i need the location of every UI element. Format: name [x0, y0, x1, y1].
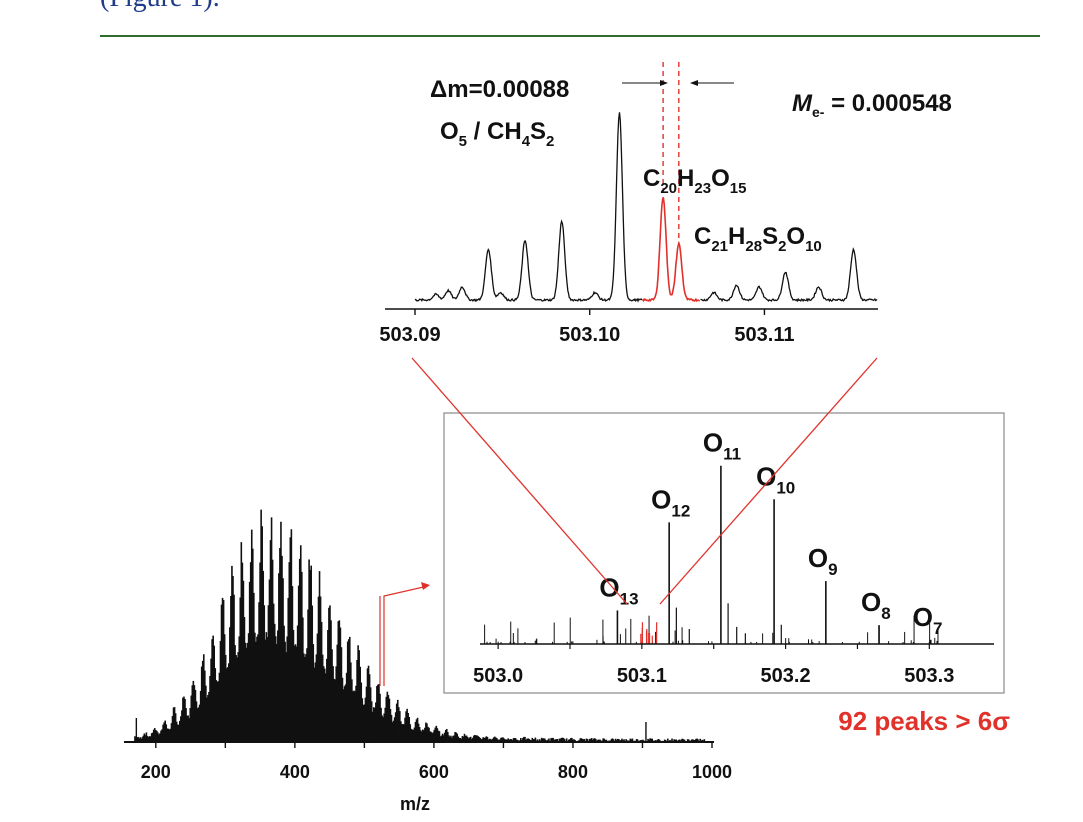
- full-x-axis-label: m/z: [400, 794, 430, 814]
- mid-peak-label: O12: [651, 484, 690, 520]
- full-tick-label: 1000: [692, 762, 732, 782]
- delta-arrowhead-right-icon: [690, 80, 698, 86]
- delta-arrowhead-left-icon: [660, 80, 668, 86]
- top-x-ticks: 503.09 503.10 503.11: [379, 309, 794, 346]
- full-tick-label: 600: [419, 762, 449, 782]
- mid-tick-label: 503.0: [473, 665, 523, 687]
- body-text-fragment: (Figure 1).: [100, 0, 220, 14]
- arrow-head-icon: [421, 582, 430, 590]
- zoom-arrow: [379, 582, 430, 686]
- zoom-connectors: [411, 357, 878, 605]
- mid-peak-label: O8: [861, 587, 891, 623]
- top-zoom-panel: 503.09 503.10 503.11 Δm=0.00088 O5 / CH4S2…: [379, 62, 952, 346]
- mid-peak-label: O7: [913, 602, 943, 638]
- mid-peak-label: O10: [756, 461, 795, 497]
- page-top: (Figure 1).: [0, 0, 1083, 40]
- top-tick-label: 503.11: [734, 324, 794, 346]
- delta-ratio-label: O5 / CH4S2: [440, 118, 554, 150]
- top-highlight-trace: [641, 197, 701, 303]
- peaks-count-annotation: 92 peaks > 6σ: [838, 706, 1010, 736]
- full-spectrum: 200 400 600 800 1000 m/z: [124, 509, 732, 814]
- mid-peak-label: O13: [599, 572, 638, 608]
- peak1-formula: C20H23O15: [643, 165, 746, 197]
- mid-tick-label: 503.2: [761, 665, 811, 687]
- mid-tick-label: 503.1: [617, 665, 667, 687]
- delta-arrows: [622, 80, 734, 86]
- mid-panel-frame: [443, 412, 1005, 694]
- mid-x-ticks: 503.0 503.1 503.2 503.3: [473, 644, 954, 687]
- zoom-arrow-path: [379, 585, 429, 686]
- mid-peaks: [484, 465, 939, 644]
- full-tick-label: 400: [280, 762, 310, 782]
- full-x-ticks: 200 400 600 800 1000: [141, 742, 732, 782]
- mid-peak-label: O11: [703, 428, 741, 464]
- section-rule: [100, 35, 1040, 37]
- top-tick-label: 503.09: [379, 324, 440, 346]
- right-connector: [659, 357, 878, 605]
- mid-tick-label: 503.3: [904, 665, 954, 687]
- full-spectrum-peaks: [134, 509, 706, 742]
- electron-mass-label: Me- = 0.000548: [792, 90, 952, 120]
- top-tick-label: 503.10: [559, 324, 620, 346]
- mid-peak-labels: O13 O12 O11 O10 O9 O8 O7: [599, 428, 942, 638]
- delta-m-label: Δm=0.00088: [430, 76, 569, 103]
- left-connector: [411, 357, 628, 605]
- mid-peak-label: O9: [808, 543, 838, 579]
- top-spectrum-trace: [414, 112, 878, 303]
- full-tick-label: 200: [141, 762, 171, 782]
- full-tick-label: 800: [558, 762, 588, 782]
- peak2-formula: C21H28S2O10: [694, 223, 822, 255]
